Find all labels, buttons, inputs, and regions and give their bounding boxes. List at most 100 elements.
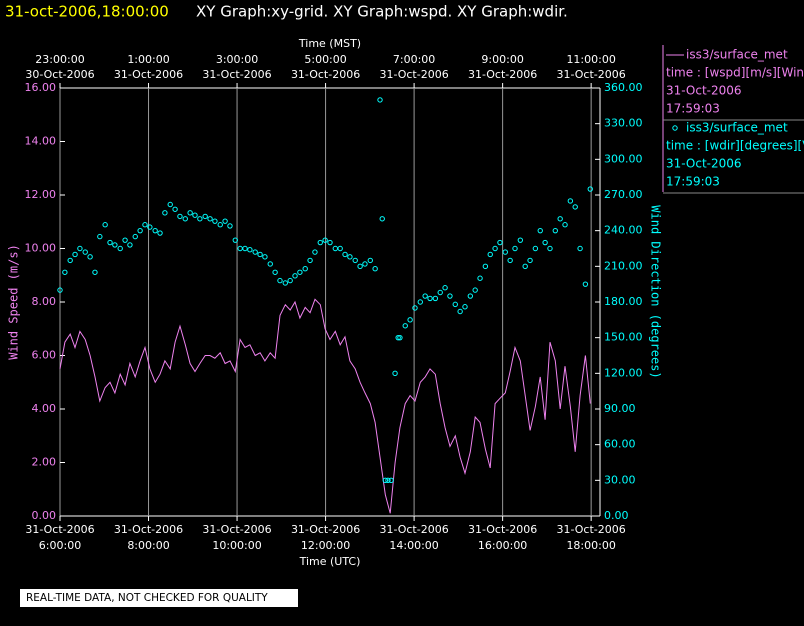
x-tick-label: 18:00:00 — [566, 539, 615, 552]
data-point — [72, 251, 78, 258]
data-point — [422, 293, 428, 299]
data-point — [467, 293, 474, 299]
x-tick-label: 14:00:00 — [389, 539, 438, 552]
data-point — [87, 254, 93, 260]
data-point — [207, 216, 213, 222]
data-point — [517, 237, 524, 243]
data-point — [395, 334, 401, 341]
data-point — [227, 223, 233, 229]
data-point — [412, 305, 418, 311]
data-point — [582, 281, 589, 287]
x2-tick-label: 5:00:00 — [304, 53, 346, 66]
x2-axis-title: Time (MST) — [298, 37, 361, 50]
data-point — [562, 222, 568, 228]
data-point — [162, 210, 168, 216]
data-line — [59, 298, 591, 514]
legend-detail: 31-Oct-2006 — [666, 157, 742, 171]
data-point — [452, 301, 458, 308]
data-point — [567, 198, 574, 204]
data-point — [132, 233, 138, 240]
data-point — [572, 204, 578, 210]
data-point — [312, 249, 318, 255]
data-point — [292, 273, 298, 279]
x2-tick-date: 30-Oct-2006 — [25, 68, 94, 81]
data-point — [282, 280, 288, 286]
data-point — [432, 295, 439, 302]
x-tick-label: 6:00:00 — [39, 539, 81, 552]
y2-tick-label: 180.00 — [604, 295, 643, 308]
y2-tick-label: 60.00 — [604, 438, 636, 451]
data-point — [372, 266, 378, 272]
data-point — [482, 263, 489, 270]
data-point — [417, 299, 423, 305]
y2-tick-label: 120.00 — [604, 366, 643, 379]
data-point — [277, 277, 283, 284]
data-point — [232, 237, 238, 243]
data-point — [252, 249, 258, 255]
data-point — [112, 242, 118, 248]
data-point — [407, 317, 413, 323]
data-point — [502, 249, 508, 255]
x-tick-date: 31-Oct-2006 — [25, 523, 94, 536]
data-point — [262, 254, 268, 260]
y2-tick-label: 210.00 — [604, 259, 643, 272]
data-point — [317, 239, 323, 246]
data-point — [152, 227, 158, 234]
data-point — [242, 245, 248, 252]
footer-box — [20, 589, 298, 607]
footer-note: REAL-TIME DATA, NOT CHECKED FOR QUALITY — [26, 592, 268, 604]
x2-tick-date: 31-Oct-2006 — [557, 68, 626, 81]
x-tick-date: 31-Oct-2006 — [114, 523, 183, 536]
y-tick-label: 8.00 — [32, 295, 57, 308]
data-point — [77, 245, 83, 252]
x2-tick-label: 1:00:00 — [127, 53, 169, 66]
legend-swatch — [672, 125, 678, 131]
data-point — [337, 245, 343, 252]
data-point — [542, 239, 548, 246]
x2-tick-label: 7:00:00 — [393, 53, 435, 66]
x2-tick-date: 31-Oct-2006 — [291, 68, 360, 81]
data-point — [322, 237, 328, 243]
data-point — [67, 257, 73, 264]
data-point — [327, 239, 333, 246]
header-graphs: XY Graph:xy-grid. XY Graph:wspd. XY Grap… — [196, 3, 568, 21]
y2-tick-label: 30.00 — [604, 473, 636, 486]
data-point — [367, 257, 373, 264]
y2-tick-label: 90.00 — [604, 402, 636, 415]
data-point — [427, 295, 433, 302]
y-tick-label: 6.00 — [32, 349, 57, 362]
data-point — [127, 242, 133, 248]
y2-tick-label: 150.00 — [604, 331, 643, 344]
y-tick-label: 4.00 — [32, 402, 57, 415]
y-tick-label: 14.00 — [25, 135, 57, 148]
y2-axis-title: Wind Direction (degrees) — [649, 205, 663, 378]
data-point — [187, 210, 193, 216]
x2-tick-label: 23:00:00 — [35, 53, 84, 66]
data-point — [192, 212, 198, 218]
data-point — [385, 477, 391, 484]
x-tick-label: 10:00:00 — [212, 539, 261, 552]
y2-tick-label: 330.00 — [604, 117, 643, 130]
data-point — [342, 251, 348, 258]
data-point — [497, 239, 503, 246]
y2-tick-label: 0.00 — [604, 509, 629, 522]
data-point — [507, 257, 513, 264]
data-point — [522, 263, 528, 270]
data-point — [257, 251, 263, 258]
data-point — [97, 233, 103, 240]
data-point — [352, 257, 358, 264]
data-point — [272, 269, 278, 275]
legend-detail: time : [wspd][m/s][Win — [666, 66, 804, 80]
legend-name: iss3/surface_met — [686, 121, 788, 135]
data-point — [477, 275, 483, 281]
data-point — [332, 245, 339, 252]
data-point — [462, 304, 468, 310]
data-point — [547, 245, 553, 252]
x2-tick-label: 11:00:00 — [566, 53, 615, 66]
data-point — [362, 261, 368, 267]
data-point — [247, 246, 253, 253]
data-point — [457, 308, 463, 315]
data-point — [107, 239, 113, 246]
legend-detail: time : [wdir][degrees][V — [666, 139, 804, 153]
